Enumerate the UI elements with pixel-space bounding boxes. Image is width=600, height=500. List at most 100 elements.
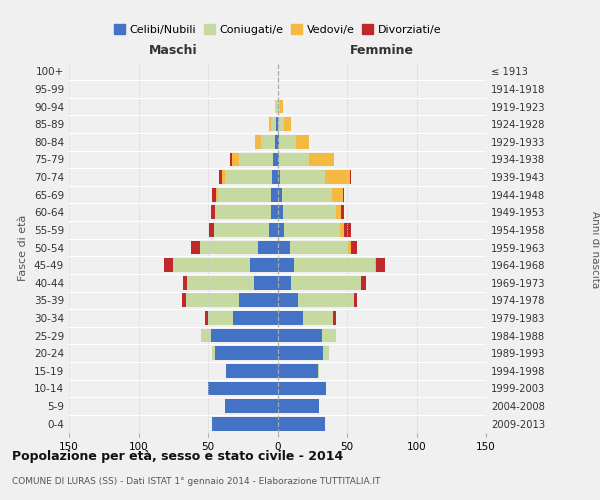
Bar (226, 364, 277, 378)
Bar (333, 311, 336, 325)
Bar (277, 170, 280, 184)
Bar (164, 258, 173, 272)
Bar (218, 188, 271, 202)
Bar (261, 135, 275, 148)
Bar (340, 223, 344, 237)
Bar (232, 152, 239, 166)
Bar (272, 170, 277, 184)
Bar (277, 188, 281, 202)
Bar (298, 294, 354, 307)
Bar (277, 346, 323, 360)
Bar (290, 240, 349, 254)
Bar (217, 188, 218, 202)
Bar (292, 276, 361, 289)
Bar (277, 258, 294, 272)
Bar (280, 100, 283, 114)
Bar (215, 346, 277, 360)
Bar (277, 118, 284, 131)
Text: COMUNE DI LURAS (SS) - Dati ISTAT 1° gennaio 2014 - Elaborazione TUTTITALIA.IT: COMUNE DI LURAS (SS) - Dati ISTAT 1° gen… (12, 478, 380, 486)
Bar (182, 294, 186, 307)
Bar (294, 258, 375, 272)
Bar (302, 311, 333, 325)
Bar (280, 170, 325, 184)
Bar (186, 294, 239, 307)
Bar (277, 311, 302, 325)
Bar (211, 206, 215, 219)
Bar (211, 328, 277, 342)
Bar (254, 276, 277, 289)
Bar (187, 276, 254, 289)
Bar (344, 223, 351, 237)
Bar (284, 118, 292, 131)
Bar (322, 328, 336, 342)
Bar (350, 170, 351, 184)
Bar (209, 223, 214, 237)
Bar (284, 223, 340, 237)
Text: Popolazione per età, sesso e stato civile - 2014: Popolazione per età, sesso e stato civil… (12, 450, 343, 463)
Bar (354, 294, 357, 307)
Bar (271, 118, 276, 131)
Bar (191, 240, 200, 254)
Text: Femmine: Femmine (350, 44, 414, 57)
Bar (310, 152, 334, 166)
Bar (222, 170, 224, 184)
Bar (224, 170, 272, 184)
Bar (277, 382, 326, 396)
Bar (212, 346, 215, 360)
Bar (277, 417, 325, 430)
Bar (277, 240, 290, 254)
Bar (200, 240, 258, 254)
Bar (239, 152, 274, 166)
Bar (323, 346, 329, 360)
Bar (279, 152, 310, 166)
Bar (201, 328, 211, 342)
Bar (277, 135, 279, 148)
Bar (343, 188, 344, 202)
Bar (277, 152, 279, 166)
Bar (376, 258, 385, 272)
Bar (219, 170, 222, 184)
Bar (271, 206, 277, 219)
Y-axis label: Fasce di età: Fasce di età (19, 214, 28, 280)
Bar (349, 240, 351, 254)
Bar (296, 135, 310, 148)
Bar (277, 276, 292, 289)
Text: Maschi: Maschi (149, 44, 197, 57)
Bar (269, 118, 271, 131)
Bar (250, 258, 277, 272)
Bar (281, 188, 332, 202)
Bar (361, 276, 367, 289)
Bar (255, 135, 261, 148)
Bar (375, 258, 376, 272)
Bar (215, 206, 271, 219)
Bar (212, 417, 277, 430)
Text: Anni di nascita: Anni di nascita (590, 212, 600, 288)
Bar (173, 258, 250, 272)
Bar (239, 294, 277, 307)
Bar (258, 240, 277, 254)
Bar (279, 135, 296, 148)
Bar (183, 276, 187, 289)
Bar (336, 206, 341, 219)
Bar (275, 100, 277, 114)
Bar (233, 311, 277, 325)
Bar (325, 170, 350, 184)
Legend: Celibi/Nubili, Coniugati/e, Vedovi/e, Divorziati/e: Celibi/Nubili, Coniugati/e, Vedovi/e, Di… (109, 20, 446, 40)
Bar (332, 188, 343, 202)
Bar (269, 223, 277, 237)
Bar (276, 118, 277, 131)
Bar (224, 399, 277, 413)
Bar (208, 311, 233, 325)
Bar (275, 135, 277, 148)
Bar (205, 311, 208, 325)
Bar (230, 152, 232, 166)
Bar (277, 328, 322, 342)
Bar (277, 223, 284, 237)
Bar (277, 364, 318, 378)
Bar (208, 382, 277, 396)
Bar (341, 206, 344, 219)
Bar (271, 188, 277, 202)
Bar (318, 364, 319, 378)
Bar (277, 206, 283, 219)
Bar (214, 223, 269, 237)
